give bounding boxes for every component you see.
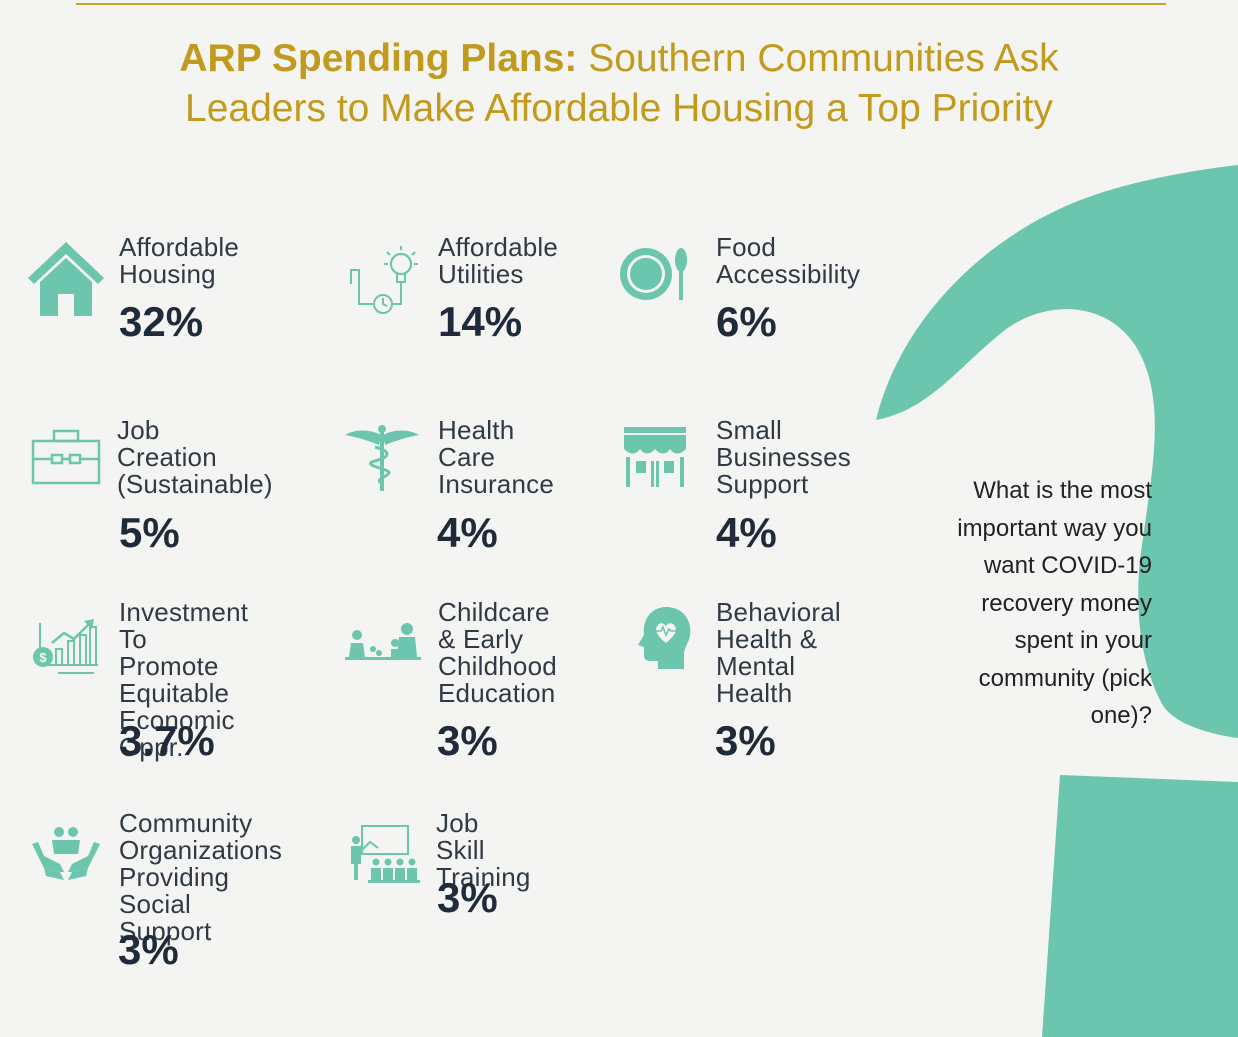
head-heart-icon [638,607,691,669]
briefcase-icon [31,429,101,485]
item-label: Community Organizations Providing Social… [119,808,283,946]
item-percent: 6% [716,298,777,345]
title-line2: Leaders to Make Affordable Housing a Top… [185,87,1053,130]
item-label: Childcare & Early Childhood Education [438,597,557,708]
question-text: What is the most important way you want … [957,477,1152,729]
top-rule [76,3,1166,5]
item-label: Affordable Housing [119,232,240,289]
item-percent: 3% [437,874,498,921]
item-label: Affordable Utilities [438,232,559,289]
utilities-icon [350,246,418,314]
item-label: Job Creation (Sustainable) [117,415,273,499]
item-label: Food Accessibility [716,232,861,289]
training-icon [351,825,420,883]
item-percent: 4% [437,509,498,556]
item-percent: 3.7% [119,717,215,764]
caduceus-icon [345,425,419,491]
storefront-icon [624,427,686,487]
item-percent: 3% [437,717,498,764]
item-percent: 5% [119,509,180,556]
hands-family-icon [32,827,100,880]
item-label: Small Businesses Support [716,415,851,499]
page-title: ARP Spending Plans: Southern Communities… [0,34,1238,134]
item-label: Investment To Promote Equitable Economic… [119,597,249,762]
childcare-icon [345,623,421,660]
item-percent: 3% [715,717,776,764]
item-percent: 3% [118,926,179,973]
item-percent: 14% [438,298,523,345]
item-label: Behavioral Health & Mental Health [716,597,841,708]
title-bold: ARP Spending Plans: [179,37,578,80]
title-line1: Southern Communities Ask [577,37,1059,80]
growth-chart-icon: $ [33,619,98,674]
item-label: Job Skill Training [436,808,531,892]
svg-text:$: $ [39,650,47,665]
house-icon [28,242,104,316]
plate-icon [620,248,687,300]
item-percent: 4% [716,509,777,556]
item-label: Health Care Insurance [438,415,554,499]
item-percent: 32% [119,298,204,345]
